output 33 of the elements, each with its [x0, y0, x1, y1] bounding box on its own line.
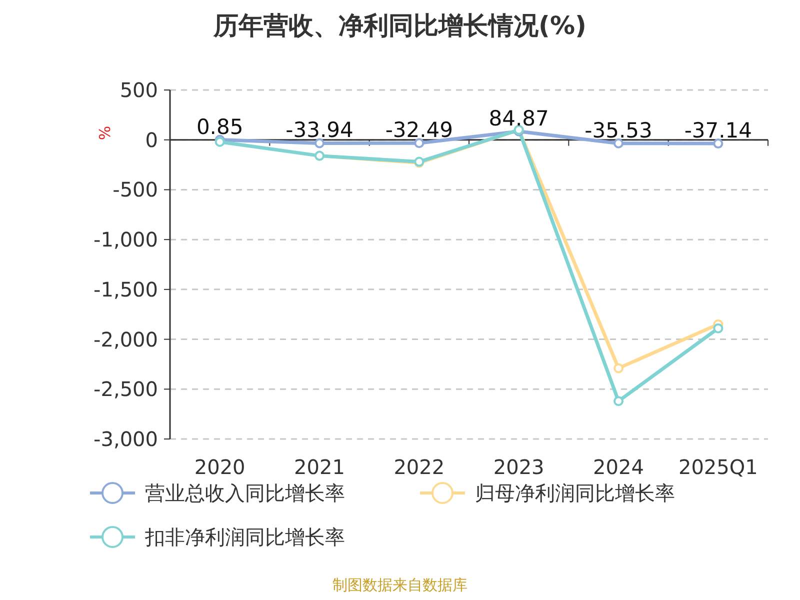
y-tick-label: 500	[120, 78, 158, 102]
point	[314, 138, 324, 148]
x-tick-label: 2023	[493, 455, 544, 479]
text: 制图数据来自数据库	[332, 576, 468, 594]
x-tick-label: 2024	[593, 455, 644, 479]
y-tick-label: -3,000	[94, 427, 158, 451]
y-tick-label: -2,000	[94, 327, 158, 352]
x-tick-label: 2020	[194, 455, 246, 479]
point	[713, 138, 724, 149]
x-tick-label: 2025Q1	[678, 455, 758, 479]
y-tick-label: 0	[145, 128, 158, 152]
point	[414, 138, 424, 148]
y-axis-title: %	[96, 126, 114, 140]
legend-label: 扣非净利润同比增长率	[144, 525, 345, 549]
legend-label: 归母净利润同比增长率	[475, 481, 675, 505]
x-tick-label: 2021	[294, 455, 345, 479]
x-tick-label: 2022	[394, 455, 445, 479]
data-label: -37.14	[684, 118, 752, 143]
data-label: 84.87	[488, 106, 549, 130]
data-label: 0.85	[196, 114, 244, 139]
chart-title: 历年营收、净利同比增长情况(%)	[212, 11, 586, 40]
data-label: -32.49	[385, 118, 454, 142]
point	[713, 323, 724, 334]
y-tick-label: -1,500	[94, 277, 158, 302]
legend-label: 营业总收入同比增长率	[145, 481, 345, 505]
y-tick-label: -500	[112, 178, 158, 202]
y-tick-label: -1,000	[94, 228, 158, 252]
point	[614, 138, 624, 148]
data-label: -35.53	[584, 118, 652, 142]
data-label: -33.94	[286, 118, 354, 142]
point	[614, 363, 624, 374]
y-tick-label: -2,500	[94, 377, 158, 402]
point	[614, 396, 624, 406]
